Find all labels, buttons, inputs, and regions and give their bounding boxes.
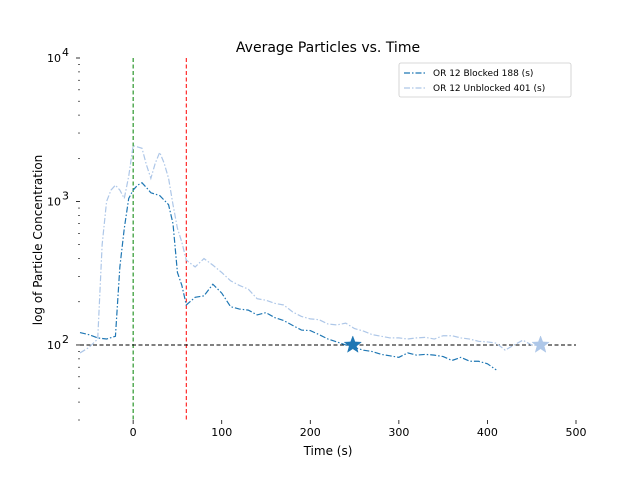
- legend-label-blocked: OR 12 Blocked 188 (s): [433, 69, 533, 79]
- y-tick-label: 10: [47, 339, 61, 352]
- y-minor-ticks: [78, 64, 80, 421]
- y-tick-exponent: 4: [62, 46, 69, 59]
- x-tick-label: 200: [300, 426, 321, 439]
- y-tick-exponent: 3: [62, 189, 69, 202]
- y-tick-label: 10: [47, 195, 61, 208]
- reference-lines: [80, 58, 576, 420]
- series-line-unblocked: [79, 144, 541, 354]
- star-marker-unblocked: [531, 335, 550, 353]
- chart-title: Average Particles vs. Time: [236, 40, 420, 56]
- legend-label-unblocked: OR 12 Unblocked 401 (s): [433, 84, 545, 94]
- legend: OR 12 Blocked 188 (s) OR 12 Unblocked 40…: [398, 62, 572, 98]
- star-marker-blocked: [343, 335, 363, 353]
- x-axis-label: Time (s): [303, 444, 353, 458]
- x-tick-label: 0: [130, 426, 137, 439]
- series-group: [79, 144, 541, 371]
- x-tick-label: 500: [566, 426, 587, 439]
- x-tick-label: 400: [477, 426, 498, 439]
- y-axis-label: log of Particle Concentration: [31, 155, 45, 326]
- star-markers: [343, 335, 550, 353]
- x-tick-label: 300: [388, 426, 409, 439]
- x-tick-label: 100: [211, 426, 232, 439]
- y-tick-exponent: 2: [62, 333, 69, 346]
- series-line-blocked: [79, 182, 497, 371]
- y-tick-label: 10: [47, 52, 61, 65]
- legend-box: [398, 62, 572, 98]
